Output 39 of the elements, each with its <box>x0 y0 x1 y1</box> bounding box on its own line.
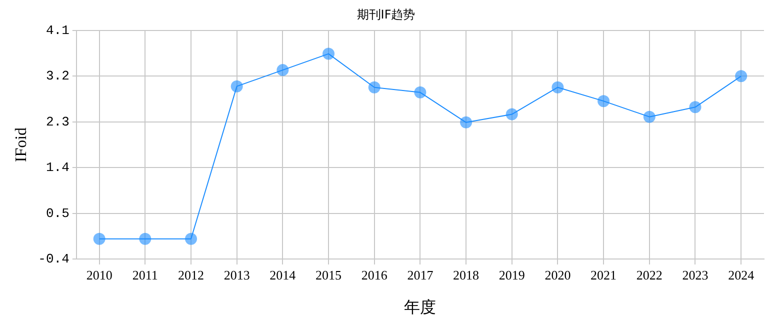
point <box>735 70 748 82</box>
point <box>322 48 335 60</box>
point <box>460 116 472 128</box>
x-tick-label: 2019 <box>498 267 525 282</box>
y-tick-label: -0.4 <box>38 252 70 267</box>
point <box>689 101 702 114</box>
chart-title: 期刊IF趋势 <box>356 7 416 22</box>
x-tick-label: 2011 <box>132 267 158 282</box>
y-tick-label: 3.2 <box>46 68 70 84</box>
x-tick-label: 2013 <box>224 267 250 282</box>
point <box>139 232 152 245</box>
x-tick-label: 2014 <box>270 267 296 282</box>
x-tick-label: 2012 <box>178 267 204 282</box>
x-tick-label: 2010 <box>86 267 112 282</box>
y-axis-title: IFoid <box>12 127 30 162</box>
point <box>552 81 564 94</box>
y-tick-label: 4.1 <box>46 22 70 38</box>
point <box>598 95 610 108</box>
x-tick-label: 2016 <box>361 267 388 282</box>
y-tick-label: 0.5 <box>46 206 70 221</box>
y-tick-label: 2.3 <box>46 114 70 130</box>
x-tick-label: 2020 <box>544 267 571 282</box>
point <box>230 80 243 92</box>
x-tick-label: 2015 <box>316 267 342 282</box>
point <box>414 86 426 98</box>
point <box>276 64 289 76</box>
x-axis-title: 年度 <box>404 298 436 317</box>
point <box>506 108 518 120</box>
point <box>93 232 106 245</box>
point <box>185 232 198 245</box>
x-tick-label: 2023 <box>682 267 708 282</box>
x-tick-label: 2022 <box>636 267 662 282</box>
x-tick-label: 2017 <box>407 267 434 282</box>
y-tick-label: 1.4 <box>46 160 70 176</box>
x-tick-label: 2018 <box>453 267 480 282</box>
point <box>643 110 656 123</box>
x-tick-label: 2021 <box>590 267 617 282</box>
point <box>368 81 380 94</box>
x-tick-label: 2024 <box>728 267 755 282</box>
